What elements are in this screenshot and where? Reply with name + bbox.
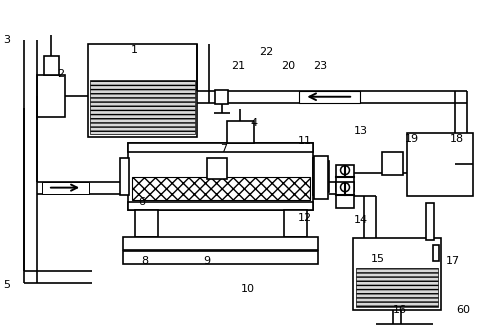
Bar — [88, 43, 197, 137]
Text: 19: 19 — [405, 134, 419, 144]
Bar — [356, 268, 438, 307]
Bar — [131, 177, 310, 200]
Text: 11: 11 — [298, 136, 311, 146]
Bar — [128, 202, 313, 210]
Bar — [426, 203, 434, 240]
Text: 6: 6 — [139, 197, 146, 207]
Bar — [226, 121, 254, 143]
Bar — [44, 56, 59, 75]
Bar — [37, 75, 65, 117]
Text: 18: 18 — [450, 134, 464, 144]
Bar — [120, 158, 129, 195]
Text: 22: 22 — [259, 47, 274, 57]
Text: 2: 2 — [58, 69, 64, 79]
Text: 20: 20 — [281, 61, 295, 71]
Text: 5: 5 — [3, 280, 10, 291]
Text: 12: 12 — [297, 213, 311, 223]
Bar — [407, 133, 473, 196]
Text: 4: 4 — [250, 118, 258, 128]
Text: 23: 23 — [313, 61, 328, 71]
Bar — [215, 90, 228, 104]
Text: 3: 3 — [3, 35, 10, 44]
Bar — [123, 237, 318, 250]
Bar — [314, 156, 328, 199]
Text: 60: 60 — [457, 305, 470, 315]
Bar — [207, 158, 226, 179]
Bar — [123, 250, 318, 264]
Bar — [321, 161, 329, 192]
Bar — [128, 143, 313, 210]
Bar — [336, 182, 354, 208]
Bar — [135, 210, 157, 237]
Bar — [432, 245, 439, 261]
Text: 15: 15 — [370, 254, 384, 264]
Bar — [382, 152, 403, 175]
Bar — [299, 91, 360, 103]
Text: 10: 10 — [241, 284, 255, 294]
Text: 13: 13 — [354, 126, 368, 136]
Text: 8: 8 — [141, 256, 148, 266]
Bar — [284, 210, 307, 237]
Text: 7: 7 — [220, 144, 227, 154]
Bar — [336, 165, 354, 191]
Text: 14: 14 — [354, 215, 369, 225]
Bar — [90, 80, 195, 135]
Text: 21: 21 — [231, 61, 245, 71]
Text: 17: 17 — [446, 256, 460, 266]
Bar — [128, 143, 313, 152]
Text: 16: 16 — [393, 305, 407, 315]
Bar — [41, 182, 89, 194]
Text: 1: 1 — [130, 45, 137, 55]
Bar — [353, 238, 441, 310]
Text: 9: 9 — [204, 256, 211, 266]
Bar — [312, 158, 321, 195]
